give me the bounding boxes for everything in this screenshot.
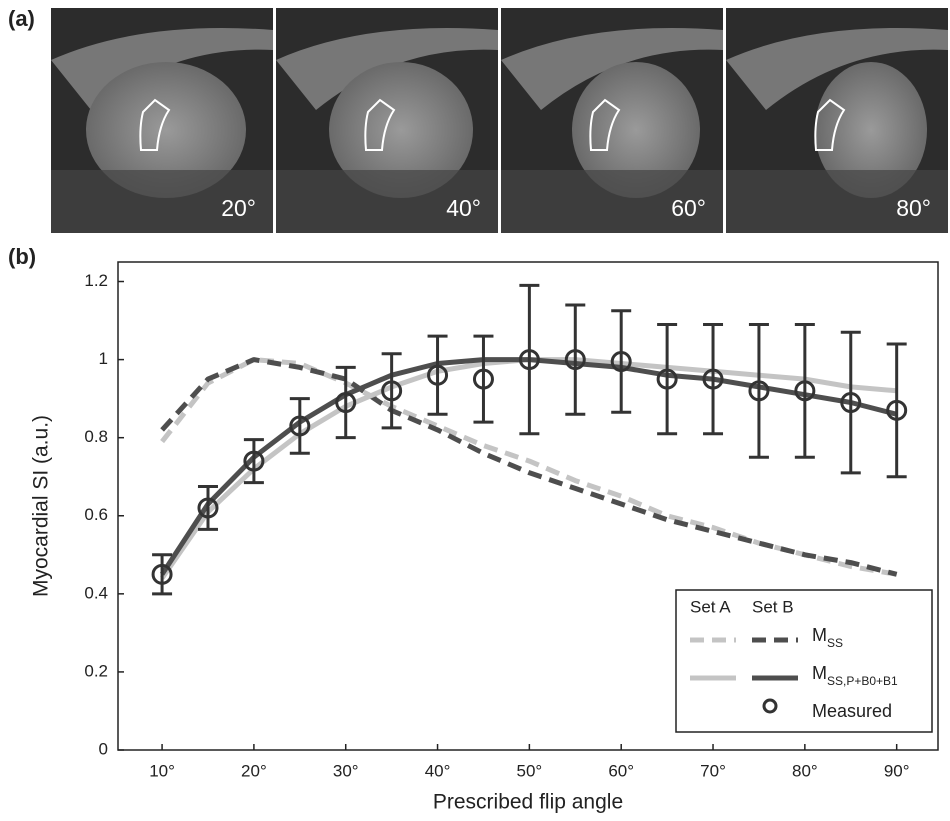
- measured-point: [335, 392, 357, 414]
- image-label: 20°: [221, 195, 256, 221]
- measured-point: [656, 368, 678, 390]
- roi-outline: [139, 98, 171, 151]
- measured-point: [886, 399, 908, 421]
- x-tick-label: 60°: [608, 761, 634, 780]
- anatomy: [726, 170, 948, 233]
- measured-point: [518, 349, 540, 371]
- legend-box: [675, 589, 933, 733]
- measured-point: [197, 497, 219, 519]
- x-tick-label: 80°: [792, 761, 818, 780]
- x-tick-label: 90°: [884, 761, 910, 780]
- error-bar: [381, 352, 402, 430]
- roi-outline: [814, 98, 846, 151]
- y-tick-label: 0.6: [84, 505, 108, 524]
- error-bar: [335, 365, 356, 440]
- measured-point: [564, 349, 586, 371]
- measured-point: [702, 368, 724, 390]
- anatomy: [86, 62, 246, 198]
- anatomy: [501, 28, 723, 110]
- dashed-line: [160, 357, 898, 577]
- mri-image: 80°: [726, 8, 948, 233]
- measured-point: [748, 380, 770, 402]
- roi-outline: [589, 98, 621, 151]
- x-tick-label: 20°: [241, 761, 267, 780]
- anatomy: [726, 28, 948, 110]
- error-bar: [152, 553, 173, 596]
- legend-label: MSS: [812, 625, 843, 650]
- legend-subscript: SS,P+B0+B1: [827, 674, 898, 688]
- roi-outline: [364, 98, 396, 151]
- error-bar: [427, 334, 448, 416]
- panel-label: (a): [8, 6, 35, 31]
- error-bar: [840, 330, 861, 475]
- dashed-line: [160, 357, 898, 577]
- image-label: 40°: [446, 195, 481, 221]
- x-tick-label: 10°: [149, 761, 175, 780]
- x-tick-label: 50°: [517, 761, 543, 780]
- error-bar: [289, 397, 310, 455]
- y-tick-label: 0.8: [84, 427, 108, 446]
- error-bar: [657, 322, 678, 436]
- error-bar: [197, 484, 218, 531]
- anatomy: [51, 170, 273, 233]
- error-bar: [886, 342, 907, 479]
- error-bar: [703, 322, 724, 436]
- x-axis-title: Prescribed flip angle: [433, 791, 623, 814]
- measured-point: [381, 380, 403, 402]
- mri-images: 20° 40° 60° 80°: [51, 8, 948, 233]
- measured-point: [794, 380, 816, 402]
- y-tick-label: 0.2: [84, 661, 108, 680]
- measured-point: [472, 368, 494, 390]
- mri-image: 40°: [276, 8, 498, 233]
- legend-marker: [762, 698, 778, 714]
- legend-label: MSS,P+B0+B1: [812, 663, 898, 688]
- mri-image: 20°: [51, 8, 273, 233]
- y-tick-label: 1: [99, 349, 108, 368]
- error-bar: [473, 334, 494, 424]
- anatomy: [501, 170, 723, 233]
- error-bar: [794, 322, 815, 459]
- image-label: 80°: [896, 195, 931, 221]
- error-bar: [519, 283, 540, 436]
- error-bar: [611, 309, 632, 414]
- anatomy: [815, 62, 927, 198]
- panel-label: (b): [8, 244, 36, 269]
- y-tick-label: 0: [99, 739, 108, 758]
- x-tick-label: 30°: [333, 761, 359, 780]
- legend-header: Set A: [690, 597, 731, 616]
- x-tick-label: 70°: [700, 761, 726, 780]
- error-bar: [565, 303, 586, 416]
- plot-frame: [117, 261, 939, 751]
- y-tick-label: 1.2: [84, 271, 108, 290]
- error-bar: [748, 322, 769, 459]
- measured-point: [151, 563, 173, 585]
- x-tick-label: 40°: [425, 761, 451, 780]
- anatomy: [329, 62, 473, 198]
- anatomy: [276, 28, 498, 110]
- anatomy: [572, 62, 700, 198]
- measured-point: [610, 351, 632, 373]
- measured-point: [840, 392, 862, 414]
- legend-symbol: M: [812, 625, 827, 645]
- image-label: 60°: [671, 195, 706, 221]
- measured-point: [427, 364, 449, 386]
- legend-header: Set B: [752, 597, 794, 616]
- legend-label: Measured: [812, 701, 892, 721]
- y-tick-label: 0.4: [84, 583, 108, 602]
- y-axis-title: Myocardial SI (a.u.): [30, 415, 53, 597]
- measured-point: [289, 415, 311, 437]
- error-bar: [243, 438, 264, 485]
- legend-symbol: M: [812, 663, 827, 683]
- legend-subscript: SS: [827, 636, 843, 650]
- anatomy: [276, 170, 498, 233]
- measured-point: [243, 450, 265, 472]
- mri-image: 60°: [501, 8, 723, 233]
